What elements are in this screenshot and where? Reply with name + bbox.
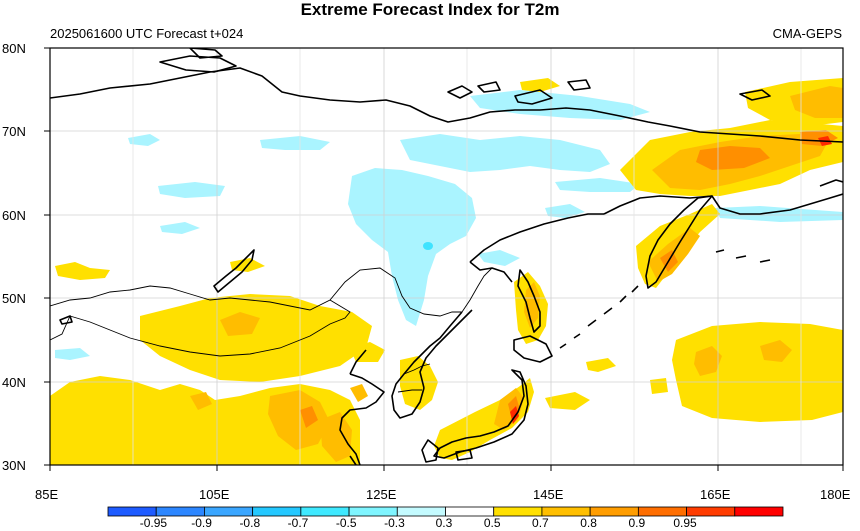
cold-anomaly-areas <box>55 90 843 360</box>
colorbar-box <box>734 506 784 517</box>
colorbar-box <box>348 506 398 517</box>
colorbar-box <box>107 506 157 517</box>
colorbar-label: -0.95 <box>139 516 168 530</box>
colorbar-box <box>589 506 639 517</box>
lon-label-85e: 85E <box>35 487 59 502</box>
colorbar-box <box>493 506 543 517</box>
colorbar-label: 0.9 <box>628 516 646 530</box>
lon-label-105e: 105E <box>199 487 230 502</box>
map-title: Extreme Forecast Index for T2m <box>300 0 560 19</box>
colorbar-box <box>155 506 205 517</box>
map-gridlines <box>50 48 843 465</box>
colorbar-label: -0.8 <box>239 516 261 530</box>
lat-label-80n: 80N <box>2 41 26 56</box>
colorbar-label: 0.95 <box>673 516 697 530</box>
colorbar-label: 0.5 <box>483 516 501 530</box>
colorbar-box <box>686 506 736 517</box>
map-frame <box>49 47 844 466</box>
model-label: CMA-GEPS <box>772 26 842 41</box>
colorbar-label: 0.3 <box>435 516 453 530</box>
colorbar-box <box>637 506 687 517</box>
lat-label-70n: 70N <box>2 124 26 139</box>
colorbar-box <box>541 506 591 517</box>
colorbar-box <box>300 506 350 517</box>
colorbar-box <box>252 506 302 517</box>
lon-label-145e: 145E <box>533 487 564 502</box>
cold-anomaly-core <box>423 242 433 250</box>
lat-label-60n: 60N <box>2 208 26 223</box>
colorbar-label: -0.3 <box>384 516 405 530</box>
colorbar-label: -0.7 <box>287 516 309 530</box>
colorbar-box <box>204 506 254 517</box>
forecast-time-label: 2025061600 UTC Forecast t+024 <box>50 26 244 41</box>
colorbar-box <box>445 506 495 517</box>
colorbar-label: -0.9 <box>191 516 212 530</box>
axis-ticks <box>44 47 844 471</box>
country-borders <box>50 267 493 393</box>
lat-label-40n: 40N <box>2 375 26 390</box>
colorbar-box <box>396 506 446 517</box>
lat-label-30n: 30N <box>2 458 26 473</box>
lon-label-165e: 165E <box>700 487 731 502</box>
colorbar-label: -0.5 <box>335 516 357 530</box>
lon-label-125e: 125E <box>366 487 397 502</box>
colorbar-label: 0.7 <box>532 516 549 530</box>
colorbar-label: 0.8 <box>580 516 597 530</box>
coastlines <box>50 48 843 465</box>
lat-label-50n: 50N <box>2 291 26 306</box>
lon-label-180e: 180E <box>820 487 851 502</box>
